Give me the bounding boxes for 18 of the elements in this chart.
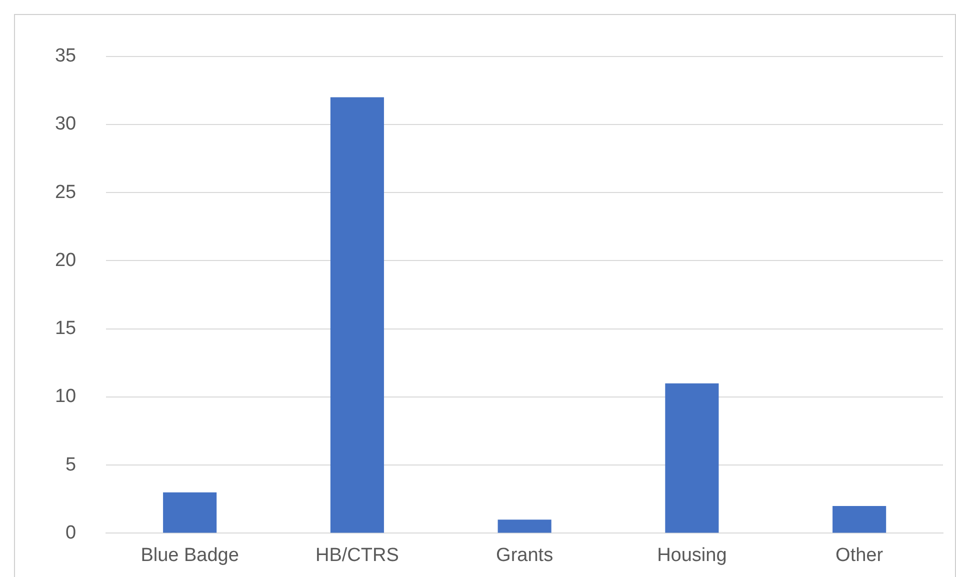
bar <box>832 506 886 533</box>
x-tick-label: Blue Badge <box>140 544 239 566</box>
bar <box>163 492 217 533</box>
y-tick-label: 15 <box>54 318 76 340</box>
y-tick-label: 20 <box>54 250 76 271</box>
y-tick-label: 5 <box>66 454 76 476</box>
bar <box>498 520 552 533</box>
y-tick-label: 10 <box>54 386 76 408</box>
x-tick-label: HB/CTRS <box>315 544 399 566</box>
x-tick-label: Grants <box>496 544 554 566</box>
y-tick-label: 30 <box>54 114 76 135</box>
x-tick-label: Housing <box>657 544 727 566</box>
bar <box>330 97 384 533</box>
y-tick-label: 35 <box>54 46 76 67</box>
y-tick-label: 25 <box>54 182 76 203</box>
y-tick-label: 0 <box>66 522 76 544</box>
x-tick-label: Other <box>836 544 884 566</box>
bar <box>665 383 719 533</box>
